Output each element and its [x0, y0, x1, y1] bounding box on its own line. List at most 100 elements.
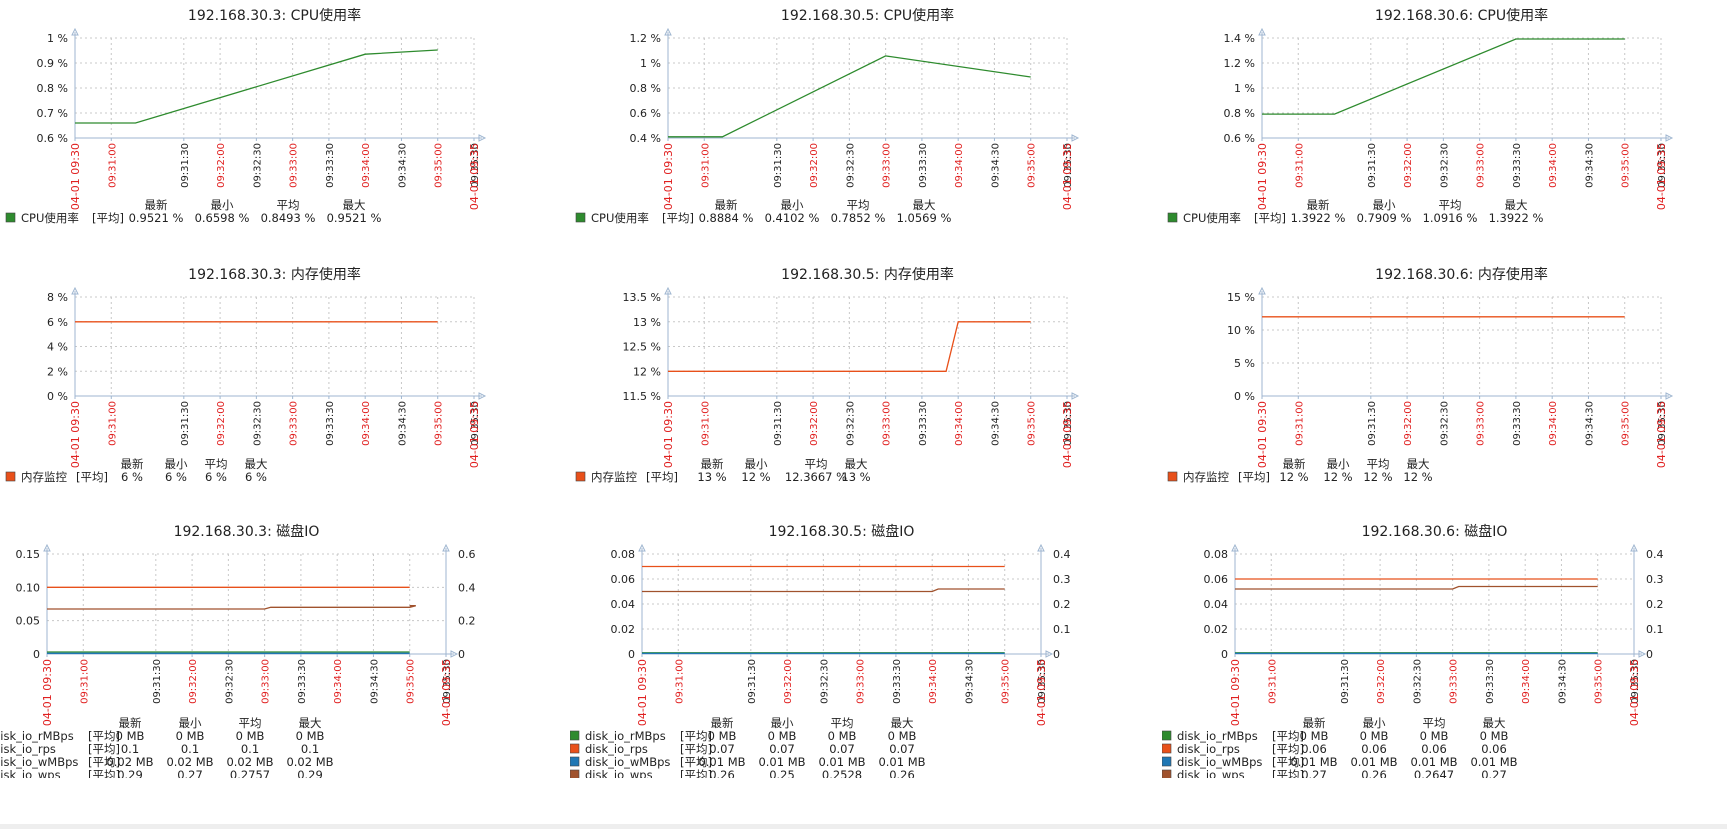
- legend-swatch: [575, 471, 586, 482]
- y-tick-label: 0.6 %: [1224, 132, 1255, 145]
- legend-value-max: 12 %: [1403, 470, 1432, 484]
- grid: [75, 296, 475, 396]
- legend-value-min: 0.07: [769, 742, 795, 756]
- grid: [1262, 37, 1662, 138]
- legend-value-max: 0.29: [297, 768, 323, 778]
- x-tick-label: 09:33:30: [1512, 143, 1523, 188]
- y-tick-label: 0.04: [611, 598, 636, 611]
- legend-value-latest: 0.01 MB: [698, 755, 745, 769]
- legend-value-min: 0.02 MB: [166, 755, 213, 769]
- legend-header: 平均: [805, 457, 828, 471]
- series-line-内存监控: [668, 321, 1031, 372]
- legend-value-latest: 0.06: [1301, 742, 1327, 756]
- x-tick-label: 09:31:30: [773, 401, 784, 446]
- x-tick-label: 09:34:00: [361, 143, 372, 188]
- legend-value-min: 0.01 MB: [1350, 755, 1397, 769]
- y-tick-label: 0.10: [16, 581, 41, 594]
- chart-title: 192.168.30.3: CPU使用率: [188, 7, 361, 24]
- y-axis-arrow: [71, 27, 79, 36]
- chart-title: 192.168.30.6: 磁盘IO: [1362, 523, 1508, 540]
- x-axis-arrow: [478, 392, 487, 400]
- y2-tick-label: 0: [458, 648, 465, 661]
- legend-value-latest: 1.3922 %: [1291, 211, 1346, 225]
- legend-item-func: [平均]: [88, 755, 120, 769]
- x-tick-label: 09:35:30: [1657, 143, 1668, 188]
- y-tick-label: 0.06: [611, 573, 636, 586]
- x-tick-label: 09:33:30: [918, 143, 929, 188]
- legend-header: 最大: [343, 198, 366, 212]
- legend-swatch: [5, 212, 16, 223]
- legend-value-max: 0.06: [1481, 742, 1507, 756]
- series-line-disk_io_wps: [1235, 585, 1598, 590]
- legend-item-func: [平均]: [680, 755, 712, 769]
- chart-title: 192.168.30.5: 磁盘IO: [769, 523, 915, 540]
- legend-value-avg: 6 %: [205, 470, 227, 484]
- legend-item-func: [平均]: [662, 211, 694, 225]
- series-line-disk_io_wps: [47, 605, 416, 610]
- x-tick-label: 09:31:30: [773, 143, 784, 188]
- legend-swatch: [1162, 743, 1172, 754]
- legend-value-latest: 0.02 MB: [106, 755, 153, 769]
- legend-value-min: 0.1: [181, 742, 199, 756]
- x-tick-label: 09:33:30: [325, 143, 336, 188]
- x-tick-label: 09:32:30: [845, 143, 856, 188]
- x-tick-label: 09:34:30: [397, 143, 408, 188]
- legend-header: 平均: [1423, 716, 1446, 730]
- chart-title: 192.168.30.6: 内存使用率: [1375, 266, 1548, 283]
- chart-title: 192.168.30.6: CPU使用率: [1375, 7, 1548, 24]
- x-tick-label: 04-01 09:35: [440, 659, 453, 726]
- x-axis-arrow: [1045, 650, 1054, 658]
- x-tick-label: 04-01 09:30: [662, 143, 675, 210]
- legend-item-name: disk_io_wps: [585, 768, 653, 778]
- legend-value-min: 12 %: [1323, 470, 1352, 484]
- legend-value-max: 0.07: [889, 742, 915, 756]
- legend-header: 最小: [179, 716, 202, 730]
- graph-panel-4: 192.168.30.3: 内存使用率 0 % 2 % 4 % 6 % 8 % 04-01 …: [5, 266, 487, 484]
- chart-title: 192.168.30.5: 内存使用率: [781, 266, 954, 283]
- x-tick-label: 04-01 09:35: [1061, 401, 1074, 468]
- x-tick-label: 04-01 09:30: [1256, 401, 1269, 468]
- x-tick-label: 09:31:30: [152, 659, 163, 704]
- graph-panel-6: 192.168.30.6: 内存使用率 0 % 5 % 10 % 15 % 04-01 0…: [1167, 266, 1674, 484]
- x-axis-arrow: [1071, 134, 1080, 142]
- legend-item-func: [平均]: [76, 470, 108, 484]
- legend-swatch: [570, 730, 580, 741]
- y-tick-label: 0.6 %: [37, 132, 68, 145]
- y-tick-label: 12 %: [633, 365, 661, 378]
- y2-tick-label: 0.4: [1646, 548, 1664, 561]
- y-tick-label: 1.4 %: [1224, 32, 1255, 45]
- x-tick-label: 09:32:00: [1376, 659, 1387, 704]
- x-tick-label: 09:35:00: [1027, 143, 1038, 188]
- y-axis-arrow: [71, 286, 79, 295]
- legend-header: 最大: [1483, 716, 1506, 730]
- legend-value-max: 0.1: [301, 742, 319, 756]
- x-tick-label: 09:31:00: [674, 659, 685, 704]
- x-tick-label: 09:33:00: [1449, 659, 1460, 704]
- grid: [668, 37, 1068, 138]
- y-tick-label: 0.9 %: [37, 57, 68, 70]
- x-tick-label: 09:35:30: [1063, 401, 1074, 446]
- legend-item-func: [平均]: [680, 729, 712, 743]
- y-tick-label: 8 %: [47, 291, 68, 304]
- y2-tick-label: 0.3: [1053, 573, 1071, 586]
- legend-value-latest: 13 %: [697, 470, 726, 484]
- x-tick-label: 09:34:30: [397, 401, 408, 446]
- legend-item-func: [平均]: [680, 768, 712, 778]
- y2-axis-arrow: [1630, 543, 1638, 552]
- series-line-CPU使用率: [1262, 38, 1625, 115]
- y-tick-label: 0.04: [1204, 598, 1229, 611]
- legend-value-min: 0.01 MB: [758, 755, 805, 769]
- y-tick-label: 0 %: [47, 390, 68, 403]
- legend-item-name: disk_io_rMBps: [0, 729, 74, 743]
- x-tick-label: 09:34:00: [1548, 401, 1559, 446]
- legend-swatch: [1167, 471, 1178, 482]
- y-tick-label: 11.5 %: [623, 390, 661, 403]
- legend-item-name: disk_io_wps: [1177, 768, 1245, 778]
- y-tick-label: 4 %: [47, 341, 68, 354]
- y-tick-label: 2 %: [47, 365, 68, 378]
- legend-value-min: 0.25: [769, 768, 795, 778]
- x-tick-label: 09:32:30: [1439, 143, 1450, 188]
- x-tick-label: 09:33:30: [297, 659, 308, 704]
- legend-header: 最新: [145, 198, 168, 212]
- y2-tick-label: 0.3: [1646, 573, 1664, 586]
